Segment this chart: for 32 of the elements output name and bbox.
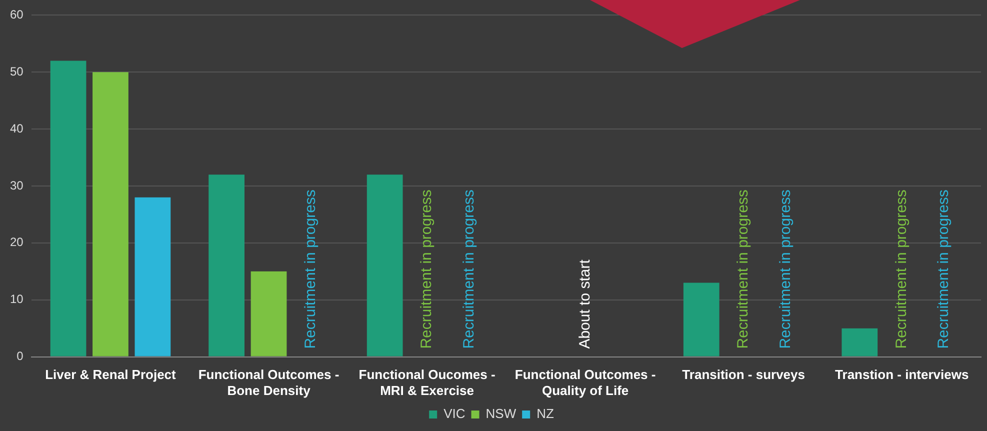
y-tick-label: 30 <box>10 178 24 192</box>
text: Recruitment in progress <box>460 190 478 349</box>
x-tick-label: Functional Outcomes - Bone Density <box>198 367 340 398</box>
x-tick-label: Transtion - interviews <box>835 367 969 382</box>
bar <box>50 60 86 356</box>
annotation: About to start <box>576 258 594 349</box>
x-tick-label: Functional Oucomes - MRI & Exercise <box>358 367 496 398</box>
legend-label: NSW <box>486 406 517 422</box>
text: Recruitment in progress <box>418 190 436 349</box>
bar <box>683 282 720 356</box>
text: Recruitment in progress <box>776 190 794 349</box>
bar <box>208 174 244 356</box>
y-tick-label: 20 <box>10 235 24 250</box>
bar <box>366 174 403 356</box>
legend-label: NZ <box>536 406 554 422</box>
x-tick-label: Liver & Renal Project <box>45 367 177 382</box>
bar <box>92 72 128 356</box>
y-tick-label: 60 <box>10 8 24 22</box>
text: Recruitment in progress <box>935 190 952 349</box>
y-tick-label: 40 <box>10 121 24 136</box>
y-tick-label: 10 <box>10 292 24 306</box>
x-tick-label: Functional Outcomes - Quality of Life <box>514 367 656 398</box>
text: Recruitment in progress <box>893 190 910 349</box>
bar <box>250 271 287 356</box>
bar <box>842 328 878 356</box>
text: Recruitment in progress <box>734 190 752 349</box>
bar <box>134 197 171 356</box>
x-tick-label: Transition - surveys <box>682 367 805 382</box>
y-tick-label: 0 <box>16 349 24 364</box>
text: Recruitment in progress <box>302 190 320 349</box>
y-tick-label: 50 <box>10 64 24 78</box>
legend-label: VIC <box>444 406 466 422</box>
